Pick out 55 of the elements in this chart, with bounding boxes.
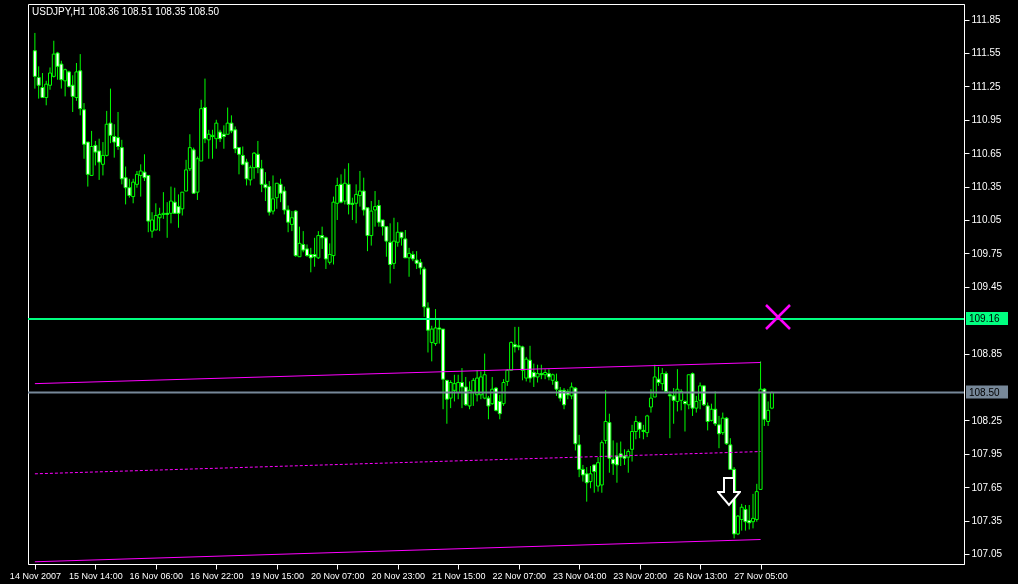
candlestick	[97, 138, 102, 181]
x-tick-label: 16 Nov 22:00	[190, 570, 244, 581]
y-tick-label: 107.65	[971, 481, 1003, 493]
y-tick-label: 109.45	[971, 281, 1003, 293]
candlestick	[588, 465, 593, 489]
candlestick	[546, 368, 551, 381]
candlestick	[301, 230, 306, 253]
x-tick-label: 20 Nov 23:00	[371, 570, 425, 581]
candlestick	[471, 377, 476, 407]
x-tick-label: 22 Nov 07:00	[492, 570, 546, 581]
y-tick-label: 107.35	[971, 515, 1003, 527]
candlestick	[448, 379, 453, 409]
candlestick	[271, 174, 275, 215]
y-tick-label: 110.65	[971, 147, 1002, 159]
y-tick-label: 111.85	[971, 14, 1002, 26]
x-tick-label: 16 Nov 06:00	[129, 570, 184, 581]
candlestick	[388, 222, 393, 284]
y-tick-label: 111.25	[971, 80, 1002, 92]
candlestick	[698, 382, 703, 410]
candlestick	[312, 237, 317, 268]
y-tick-label: 109.75	[971, 247, 1003, 259]
y-tick-label: 107.95	[971, 448, 1003, 460]
y-tick-label: 110.95	[971, 114, 1002, 126]
candlestick	[478, 370, 483, 400]
candlestick	[592, 464, 597, 494]
y-tick-label: 111.55	[971, 47, 1002, 59]
candlestick	[531, 363, 536, 388]
x-tick-label: 23 Nov 20:00	[613, 570, 667, 581]
x-tick-label: 26 Nov 13:00	[673, 570, 728, 581]
y-tick-label: 110.35	[971, 181, 1002, 193]
x-tick-label: 14 Nov 2007	[9, 570, 61, 581]
candlestick	[244, 158, 249, 186]
y-tick-label: 108.85	[971, 348, 1003, 360]
chart-title: USDJPY,H1 108.36 108.51 108.35 108.50	[32, 6, 220, 17]
x-tick-label: 19 Nov 15:00	[250, 570, 305, 581]
x-tick-label: 27 Nov 05:00	[734, 570, 788, 581]
x-tick-label: 20 Nov 07:00	[310, 570, 365, 581]
x-tick-label: 15 Nov 14:00	[69, 570, 123, 581]
y-tick-label: 107.05	[971, 548, 1003, 560]
candlestick	[475, 369, 480, 402]
ref-line-label: 109.16	[969, 313, 1001, 325]
candlestick	[176, 193, 181, 229]
x-tick-label: 23 Nov 04:00	[552, 570, 607, 581]
candlestick	[543, 368, 548, 380]
y-tick-label: 108.25	[971, 414, 1003, 426]
candlestick	[467, 380, 472, 410]
candlestick	[743, 504, 748, 532]
y-tick-label: 110.05	[971, 214, 1002, 226]
ref-line-label: 108.50	[969, 386, 1001, 398]
candlestick	[452, 374, 457, 402]
candlestick	[528, 345, 533, 384]
candlestick	[660, 367, 665, 391]
x-tick-label: 21 Nov 15:00	[431, 570, 486, 581]
candlestick	[459, 367, 464, 409]
candlestick	[614, 442, 619, 484]
